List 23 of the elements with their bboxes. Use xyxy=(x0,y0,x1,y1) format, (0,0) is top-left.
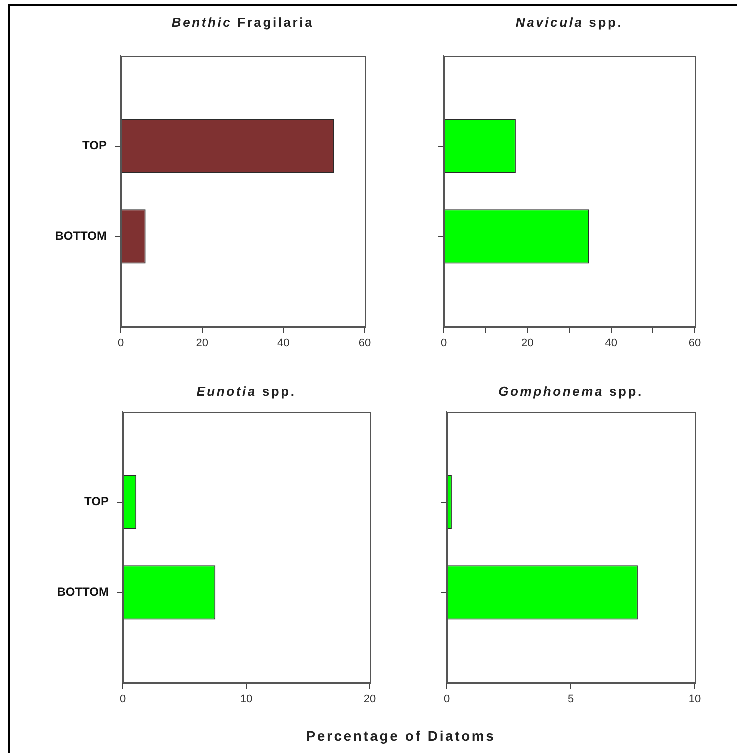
y-tick-label: TOP xyxy=(82,138,107,153)
x-tick-label: 5 xyxy=(568,694,574,706)
x-tick-label: 20 xyxy=(522,338,534,350)
x-tick-label: 60 xyxy=(358,338,372,350)
x-tick-label: 60 xyxy=(688,338,702,350)
x-axis-title: Percentage of Diatoms xyxy=(306,728,496,744)
x-tick-label: 40 xyxy=(278,338,290,350)
x-tick-label: 40 xyxy=(605,338,618,350)
y-tick-label: BOTTOM xyxy=(55,228,107,243)
x-tick-label: 0 xyxy=(440,338,448,350)
chart-title: Eunotia spp. xyxy=(196,383,298,401)
y-tick-label: TOP xyxy=(84,494,109,509)
x-tick-label: 10 xyxy=(240,694,253,706)
x-tick-label: 20 xyxy=(364,694,376,706)
chart-title: Gomphonema spp. xyxy=(498,383,644,401)
chart-title: Benthic Fragilaria xyxy=(170,14,316,32)
x-tick-label: 20 xyxy=(196,338,208,350)
y-tick-label: BOTTOM xyxy=(57,584,109,599)
x-tick-label: 0 xyxy=(444,694,450,706)
x-tick-label: 0 xyxy=(120,694,126,706)
chart-title: Navicula spp. xyxy=(514,14,624,32)
x-tick-label: 10 xyxy=(688,694,702,706)
x-tick-label: 0 xyxy=(118,338,124,350)
